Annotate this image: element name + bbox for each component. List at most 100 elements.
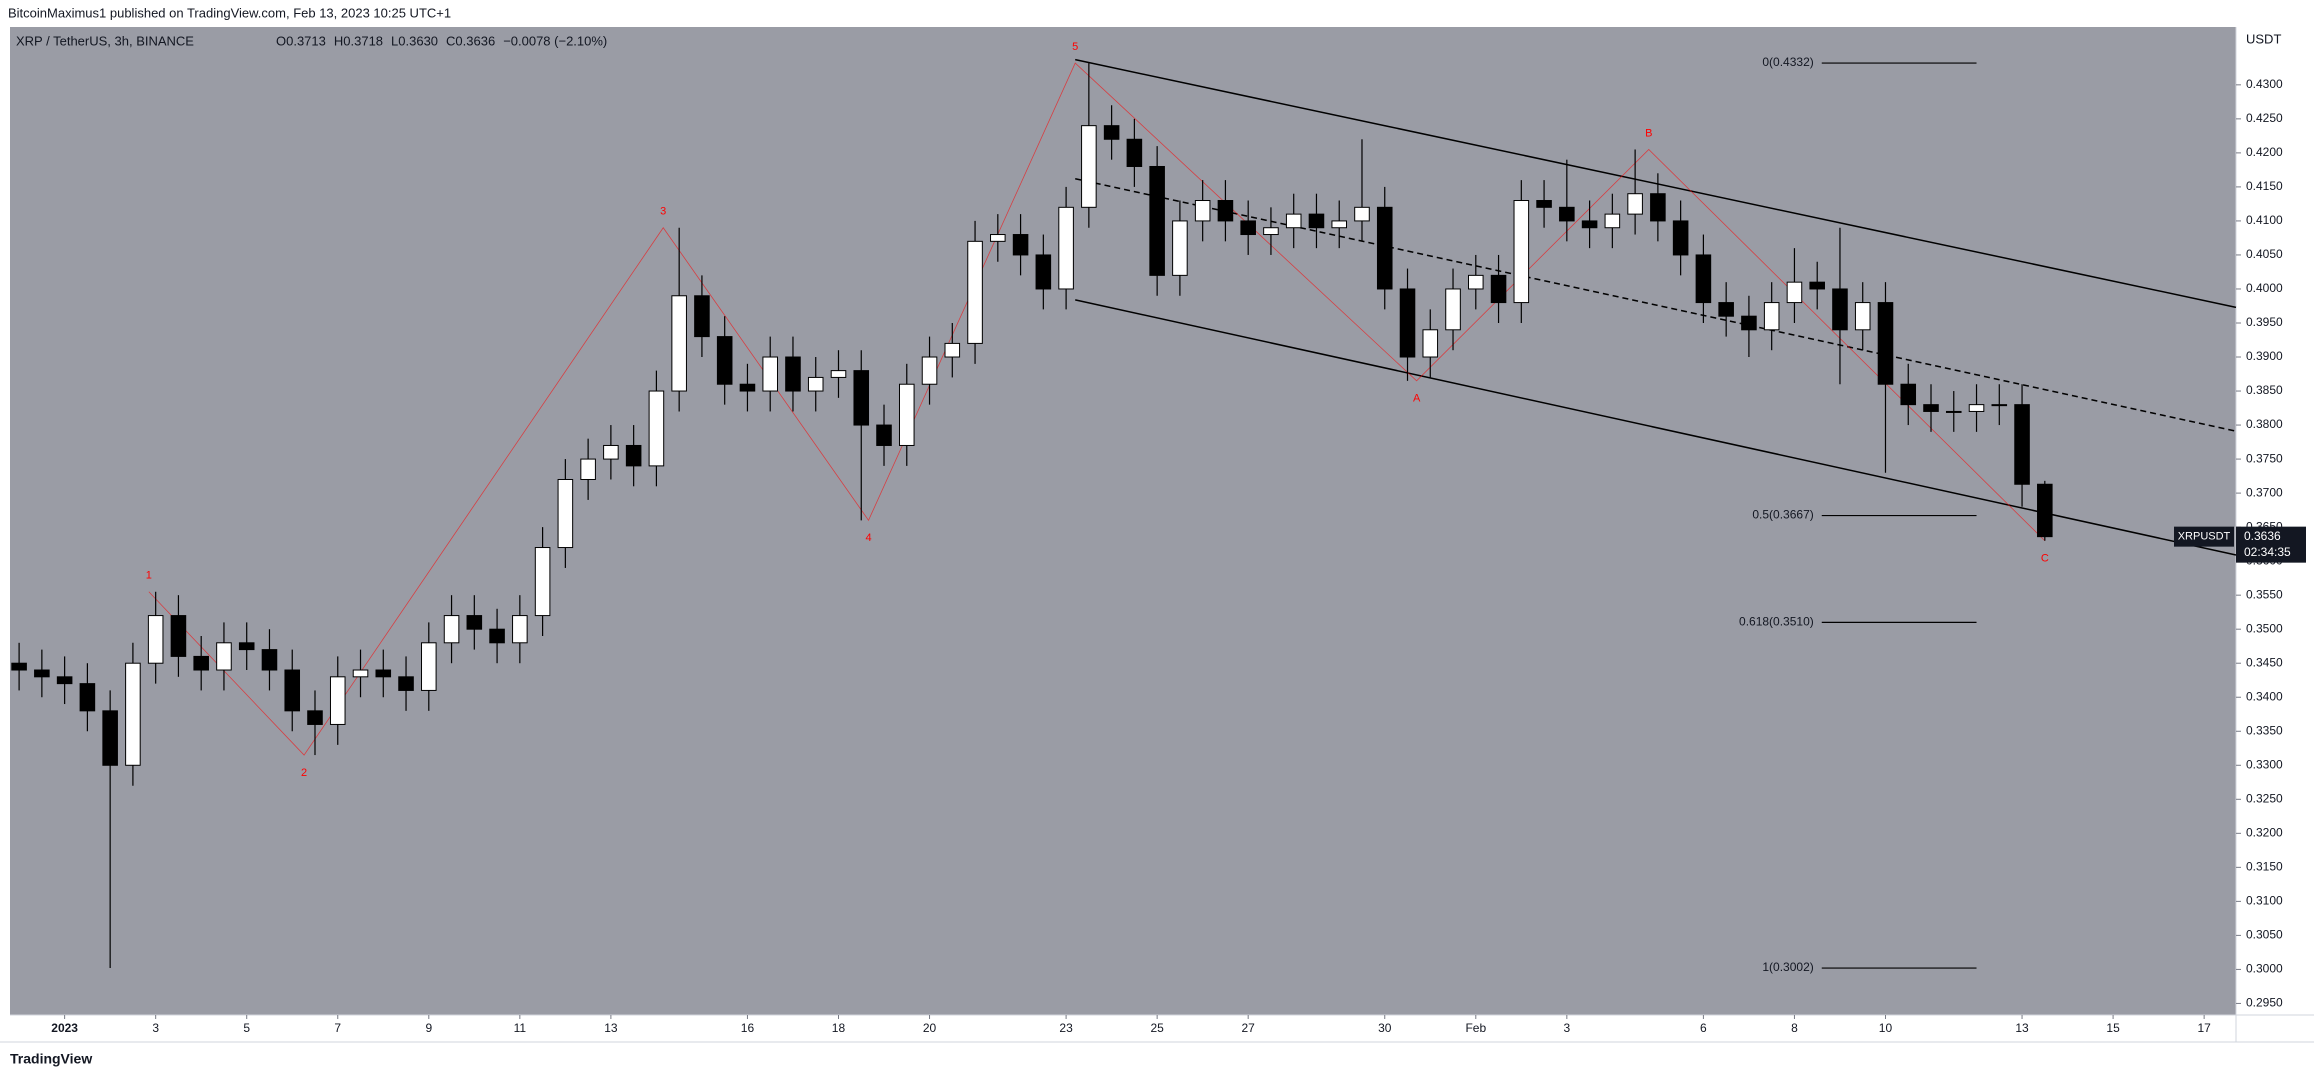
y-tick-label: 0.3250 <box>2246 791 2283 805</box>
candle-body <box>898 383 915 446</box>
x-tick-label: Feb <box>1465 1021 1486 1035</box>
ohlc-info: H0.3718 <box>334 33 383 48</box>
candle-body <box>921 356 938 385</box>
price-tag-box <box>2236 526 2306 563</box>
candle-body <box>1877 302 1894 385</box>
x-tick-label: 8 <box>1791 1021 1798 1035</box>
y-tick-label: 0.3050 <box>2246 928 2283 942</box>
candle-body <box>1809 281 1825 290</box>
candle-body <box>1308 213 1325 229</box>
candle-body <box>762 356 778 392</box>
candle-body <box>261 649 278 671</box>
candle-body <box>1991 404 2008 407</box>
x-tick-label: 25 <box>1150 1021 1164 1035</box>
y-tick-label: 0.3100 <box>2246 894 2283 908</box>
x-tick-label: 15 <box>2106 1021 2120 1035</box>
candle-body <box>671 295 687 392</box>
candle-body <box>170 615 187 657</box>
candle-body <box>1581 220 1598 229</box>
fib-label: 0.618(0.3510) <box>1739 615 1814 629</box>
ohlc-info: O0.3713 <box>276 33 326 48</box>
candle-body <box>1923 404 1939 412</box>
axis-unit: USDT <box>2246 31 2281 46</box>
candle-body <box>1376 206 1393 290</box>
candle-body <box>1513 200 1530 304</box>
candle-body <box>1422 329 1439 358</box>
plot-area <box>10 27 2236 1015</box>
y-tick-label: 0.3000 <box>2246 962 2283 976</box>
candle-body <box>1900 383 1917 406</box>
y-tick-label: 0.4000 <box>2246 281 2283 295</box>
candle-body <box>238 642 255 651</box>
candle-body <box>466 615 483 630</box>
channel-middle <box>1075 178 2237 432</box>
fib-label: 1(0.3002) <box>1762 960 1813 974</box>
candle-body <box>1763 302 1780 331</box>
y-tick-label: 0.3550 <box>2246 587 2283 601</box>
candle-body <box>716 336 733 385</box>
candle-body <box>1217 200 1234 222</box>
wave-label: C <box>2041 553 2049 565</box>
candle-body <box>625 444 642 467</box>
y-tick-label: 0.3300 <box>2246 757 2283 771</box>
wave-label: 4 <box>865 532 871 544</box>
candle-body <box>1331 220 1348 229</box>
x-tick-label: 30 <box>1378 1021 1392 1035</box>
candle-body <box>1149 165 1165 276</box>
y-tick-label: 0.4200 <box>2246 145 2283 159</box>
y-tick-label: 0.2950 <box>2246 996 2283 1010</box>
candle-body <box>1194 200 1211 222</box>
y-tick-label: 0.3900 <box>2246 349 2283 363</box>
candle-body <box>785 356 801 392</box>
candle-body <box>807 376 824 392</box>
candle-body <box>534 547 551 617</box>
candle-body <box>1672 220 1689 256</box>
candle-body <box>1536 200 1552 208</box>
y-tick-label: 0.3800 <box>2246 417 2283 431</box>
candle-body <box>512 615 528 644</box>
y-tick-label: 0.3350 <box>2246 723 2283 737</box>
ohlc-info: L0.3630 <box>391 33 438 48</box>
ohlc-info: C0.3636 <box>446 33 495 48</box>
y-tick-label: 0.3500 <box>2246 621 2283 635</box>
candle-body <box>34 669 50 678</box>
symbol: XRP / TetherUS, 3h, BINANCE <box>16 33 194 48</box>
candle-body <box>2014 404 2030 485</box>
candle-body <box>1399 288 1416 358</box>
candle-body <box>1627 193 1643 215</box>
price-tag-countdown: 02:34:35 <box>2244 545 2291 559</box>
x-tick-label: 9 <box>425 1021 432 1035</box>
candle-body <box>1604 213 1621 229</box>
wave-label: 3 <box>660 206 666 218</box>
candle-body <box>193 655 209 671</box>
candle-body <box>1786 281 1803 304</box>
x-tick-label: 17 <box>2197 1021 2211 1035</box>
ohlc-info: −0.0078 (−2.10%) <box>503 33 607 48</box>
x-tick-label: 27 <box>1242 1021 1256 1035</box>
x-tick-label: 5 <box>243 1021 250 1035</box>
candle-body <box>1103 125 1120 140</box>
candle-body <box>125 662 141 766</box>
candle-body <box>603 444 619 460</box>
candle-body <box>1285 213 1302 229</box>
wave-label: 2 <box>301 767 307 779</box>
candle-body <box>876 424 892 446</box>
candle-body <box>489 628 505 644</box>
candle-body <box>580 458 596 480</box>
candle-body <box>1058 206 1074 290</box>
y-tick-label: 0.4100 <box>2246 213 2283 227</box>
x-tick-label: 16 <box>741 1021 755 1035</box>
candle-body <box>853 370 870 426</box>
candle-body <box>1126 138 1143 167</box>
candle-body <box>1559 206 1575 222</box>
y-tick-label: 0.3400 <box>2246 689 2283 703</box>
candle-body <box>1854 302 1871 331</box>
x-tick-label: 3 <box>1563 1021 1570 1035</box>
candle-body <box>307 710 323 725</box>
y-tick-label: 0.3700 <box>2246 485 2283 499</box>
y-tick-label: 0.3150 <box>2246 860 2283 874</box>
x-tick-label: 13 <box>2015 1021 2029 1035</box>
candle-body <box>421 642 437 691</box>
candle-body <box>830 370 847 378</box>
